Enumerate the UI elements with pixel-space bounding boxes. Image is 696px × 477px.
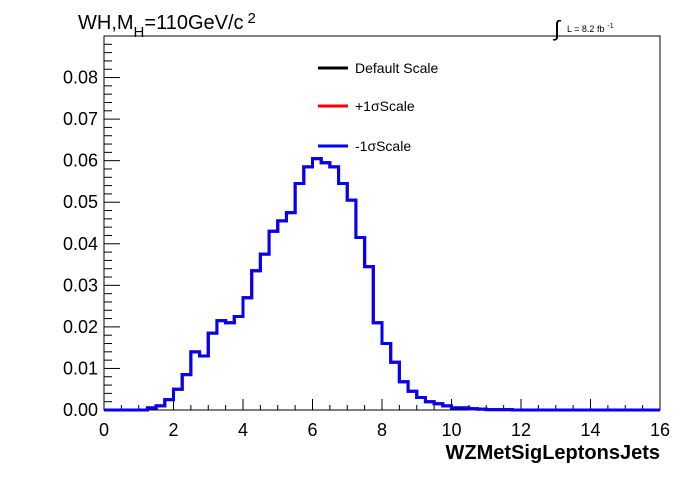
series-line-2: [104, 157, 660, 412]
y-tick-label: 0.06: [63, 151, 98, 171]
y-tick-label: 0.02: [63, 317, 98, 337]
y-tick-label: 0.00: [63, 400, 98, 420]
lumi-label: L = 8.2 fb -1: [567, 23, 614, 34]
y-tick-label: 0.05: [63, 192, 98, 212]
x-axis-label: WZMetSigLeptonsJets: [446, 442, 660, 464]
lumi-integral-sign: ∫: [552, 16, 562, 41]
legend-entry-1: +1σScale: [355, 98, 415, 114]
y-tick-label: 0.08: [63, 68, 98, 88]
legend-entry-2: -1σScale: [355, 138, 411, 154]
title-base: WH,M: [78, 12, 134, 34]
x-tick-label: 16: [650, 420, 670, 440]
x-tick-label: 10: [441, 420, 461, 440]
x-tick-label: 14: [580, 420, 600, 440]
lumi-text: L = 8.2 fb: [567, 24, 604, 34]
chart-title: WH,MH=110GeV/c 2: [78, 10, 256, 41]
title-rest: =110GeV/c: [144, 12, 243, 34]
x-tick-label: 12: [511, 420, 531, 440]
lumi-superscript: -1: [607, 23, 613, 30]
title-subscript: H: [134, 24, 145, 41]
x-tick-label: 4: [238, 420, 248, 440]
x-tick-label: 6: [307, 420, 317, 440]
y-tick-label: 0.04: [63, 234, 98, 254]
x-tick-label: 8: [377, 420, 387, 440]
legend: Default Scale +1σScale -1σScale: [318, 60, 438, 154]
legend-entry-0: Default Scale: [355, 60, 438, 76]
x-tick-label: 2: [168, 420, 178, 440]
title-superscript: 2: [248, 10, 256, 27]
x-tick-label: 0: [99, 420, 109, 440]
series-layer: [104, 157, 660, 412]
y-tick-label: 0.01: [63, 358, 98, 378]
y-tick-label: 0.07: [63, 109, 98, 129]
axes-layer: 0 2 4 6 8 10 12 14 16 0.00 0.01 0.02 0.03 0.04 0.05 0.0…: [63, 43, 670, 440]
y-tick-label: 0.03: [63, 275, 98, 295]
